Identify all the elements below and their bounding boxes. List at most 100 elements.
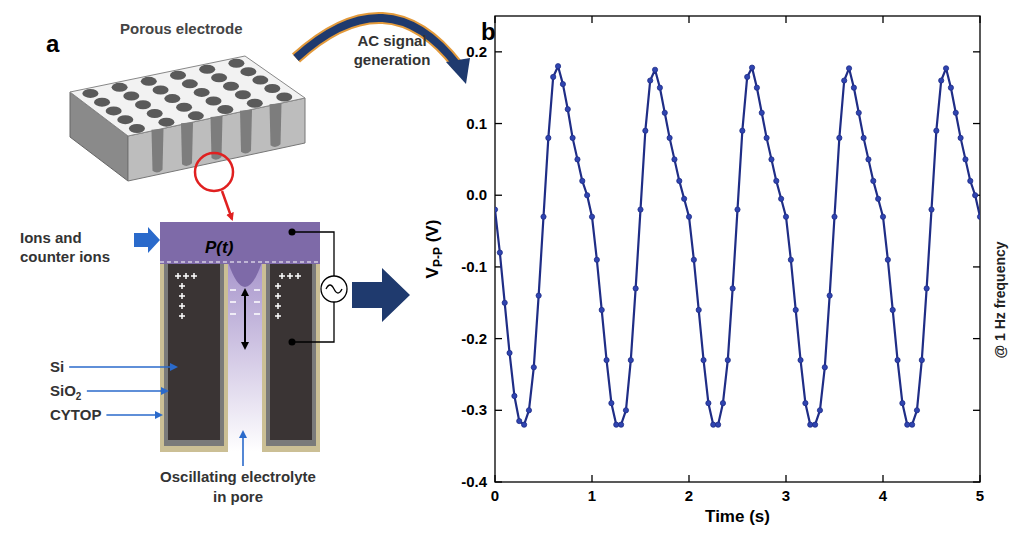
data-point (832, 214, 837, 219)
data-point (580, 178, 585, 183)
sio2-layer (164, 262, 224, 446)
data-point (604, 358, 609, 363)
positive-charge (179, 283, 185, 289)
data-point (749, 65, 754, 70)
hole (153, 85, 169, 94)
hole (235, 90, 251, 99)
hole (188, 111, 204, 120)
hole (94, 98, 110, 107)
layer-label-text: CYTOP (50, 406, 101, 423)
x-tick (882, 475, 883, 482)
data-point (764, 135, 769, 140)
positive-charge (275, 293, 281, 299)
layer-arrow (106, 414, 161, 416)
data-point (929, 207, 934, 212)
data-point (851, 85, 856, 90)
positive-charge (191, 273, 197, 279)
data-point (599, 307, 604, 312)
positive-charge (275, 283, 281, 289)
ac-symbol (326, 285, 342, 293)
y-tick-label: -0.1 (461, 258, 487, 275)
curved-arrow-head (446, 58, 470, 84)
hole (182, 79, 198, 88)
data-point (914, 408, 919, 413)
y-axis-title-part: P-P (431, 247, 445, 267)
negative-charge (254, 301, 260, 303)
data-line (495, 66, 980, 424)
hole (206, 96, 222, 105)
y-axis-title-part: (V) (423, 220, 442, 247)
x-tick (979, 475, 980, 482)
data-point (842, 78, 847, 83)
hole (123, 92, 139, 101)
data-point (783, 214, 788, 219)
y-tick-label: -0.4 (461, 473, 488, 490)
data-point (526, 408, 531, 413)
hole (247, 99, 263, 108)
data-point (711, 422, 716, 427)
y-tick (973, 338, 980, 339)
positive-charge (183, 273, 189, 279)
data-point (555, 64, 560, 69)
pore-label: Oscillating electrolyte (160, 468, 316, 485)
positive-charge (179, 293, 185, 299)
y-tick (973, 266, 980, 267)
data-point (876, 196, 881, 201)
inlet-arrow (134, 227, 160, 253)
inlet-label: Ions and (20, 229, 82, 246)
layer-arrow (69, 366, 176, 368)
hole (129, 124, 145, 133)
y-tick (495, 481, 502, 482)
layer-label: Si (50, 358, 64, 375)
y-tick-label: 0.1 (466, 115, 487, 132)
data-point (861, 135, 866, 140)
negative-charge (254, 289, 260, 291)
x-tick (591, 475, 592, 482)
data-point (856, 110, 861, 115)
meniscus (228, 262, 262, 287)
y-tick (495, 123, 502, 124)
x-tick (494, 475, 495, 482)
data-point (943, 66, 948, 71)
data-point (585, 193, 590, 198)
cytop-layer (160, 262, 228, 452)
data-point (953, 110, 958, 115)
panel-label: b (481, 18, 496, 45)
x-tick-label: 1 (588, 487, 596, 504)
data-point (628, 358, 633, 363)
data-point (779, 196, 784, 201)
pore-groove (240, 110, 252, 154)
data-point (677, 178, 682, 183)
panel-label: a (46, 30, 60, 57)
data-point (924, 286, 929, 291)
data-point (885, 257, 890, 262)
data-point (905, 422, 910, 427)
data-point (919, 358, 924, 363)
data-point (808, 422, 813, 427)
arrow-label: AC signal (357, 32, 426, 49)
interface-line (160, 261, 320, 262)
hole (199, 65, 215, 74)
data-point (837, 135, 842, 140)
data-point (803, 401, 808, 406)
pore (228, 262, 262, 452)
zoom-circle (195, 153, 233, 191)
data-point (701, 358, 706, 363)
y-tick (495, 410, 502, 411)
data-point (638, 207, 643, 212)
data-point (536, 293, 541, 298)
data-point (774, 178, 779, 183)
data-point (977, 214, 980, 219)
negative-charge (230, 301, 236, 303)
data-point (827, 293, 832, 298)
x-tick (494, 16, 495, 23)
data-point (648, 78, 653, 83)
data-point (560, 82, 565, 87)
panel-b: b-0.4-0.3-0.2-0.10.00.10.2012345Time (s)… (423, 16, 1008, 526)
x-tick-label: 5 (976, 487, 984, 504)
data-point (890, 307, 895, 312)
y-tick (973, 51, 980, 52)
data-point (657, 85, 662, 90)
y-axis-title: VP-P (V) (423, 220, 445, 279)
layer-label: CYTOP (50, 406, 101, 423)
